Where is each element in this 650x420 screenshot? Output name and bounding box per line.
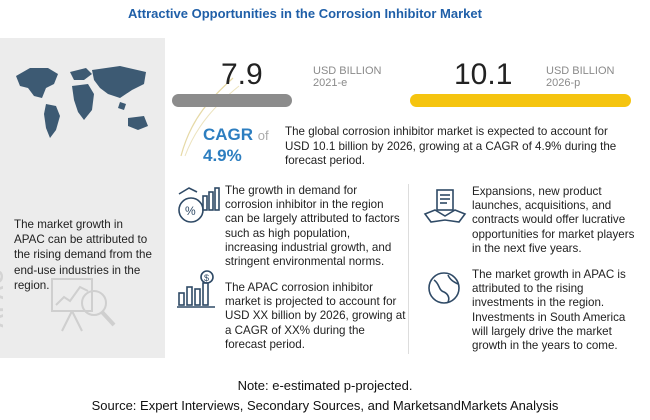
value-2021-year: 2021-e: [313, 77, 348, 89]
footer: Note: e-estimated p-projected. Source: E…: [0, 376, 650, 416]
investments-text: The market growth in APAC is attributed …: [472, 268, 626, 353]
cagr-value: 4.9%: [203, 146, 242, 165]
svg-text:$: $: [204, 273, 209, 283]
dollar-chart-icon: $: [177, 270, 215, 308]
value-2026-year: 2026-p: [546, 77, 581, 89]
apac-projection-text: The APAC corrosion inhibitor market is p…: [225, 281, 406, 351]
value-2026-bar: [410, 94, 631, 107]
globe-icon: [428, 272, 460, 304]
cagr-of: of: [257, 128, 269, 143]
expansions-text: Expansions, new product launches, acquis…: [472, 185, 635, 255]
decorative-swoosh-icon: [180, 77, 240, 157]
apac-growth-text: The market growth in APAC can be attribu…: [14, 218, 152, 292]
handshake-contract-icon: [423, 189, 467, 223]
opportunities-panel: 7.9 USD BILLION 2021-e 10.1 USD BILLION …: [169, 38, 645, 358]
value-2021-bar: [172, 94, 292, 107]
footer-note: Note: e-estimated p-projected.: [237, 378, 413, 393]
svg-text:%: %: [185, 204, 196, 218]
apac-panel: The market growth in APAC can be attribu…: [0, 38, 165, 358]
world-map-icon: [16, 66, 148, 138]
cagr-description: The global corrosion inhibitor market is…: [285, 125, 617, 167]
apac-vertical-label: APAC: [0, 268, 8, 328]
value-2021-unit: USD BILLION: [313, 65, 382, 77]
analytics-magnifier-icon: [51, 278, 116, 332]
value-2026: 10.1: [454, 58, 513, 91]
cagr-badge: CAGR of 4.9%: [203, 125, 269, 166]
growth-text: The growth in demand for corrosion inhib…: [225, 184, 400, 269]
value-2021: 7.9: [221, 58, 263, 91]
cagr-label: CAGR: [203, 125, 254, 144]
value-2026-unit: USD BILLION: [546, 65, 615, 77]
divider: [408, 184, 409, 354]
page-title: Attractive Opportunities in the Corrosio…: [128, 6, 482, 21]
percent-growth-icon: %: [178, 187, 220, 223]
footer-source: Source: Expert Interviews, Secondary Sou…: [91, 398, 559, 413]
